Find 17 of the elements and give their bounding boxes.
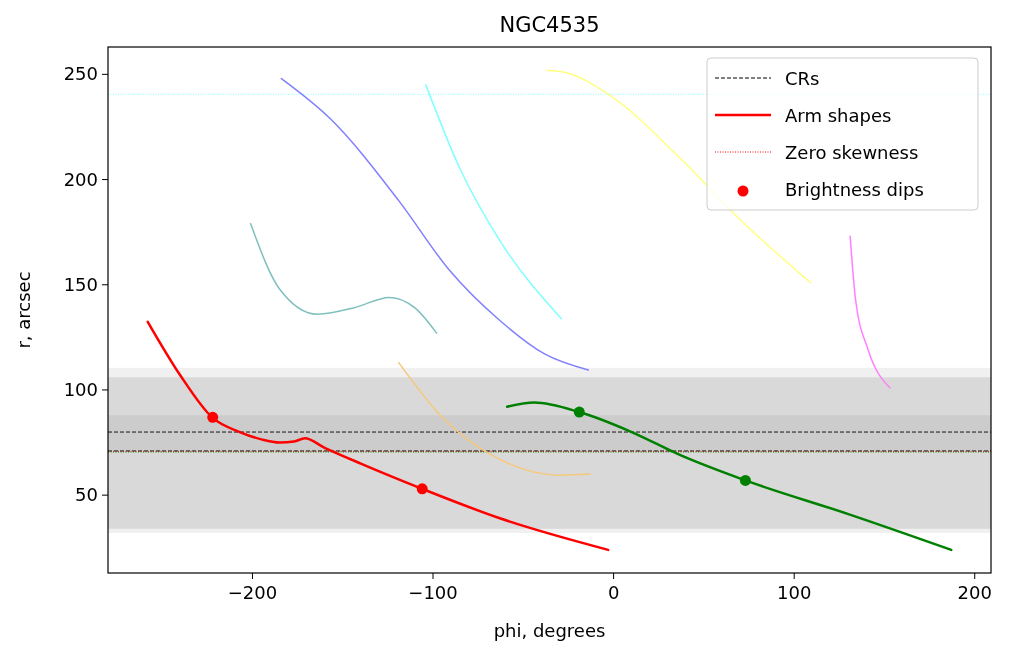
x-tick-label: 100: [777, 582, 812, 603]
chart-title: NGC4535: [499, 13, 600, 37]
y-tick-label: 100: [63, 378, 98, 400]
y-tick-label: 50: [75, 484, 98, 506]
y-axis-title: r, arcsec: [13, 271, 34, 349]
legend-label: Zero skewness: [785, 142, 919, 163]
x-axis-title: phi, degrees: [493, 620, 606, 641]
x-tick-label: 200: [957, 582, 992, 603]
x-tick-label: −200: [227, 582, 278, 603]
y-tick-label: 200: [63, 168, 98, 190]
legend-label: Brightness dips: [785, 179, 924, 200]
legend-label: CRs: [785, 68, 820, 89]
y-tick-label: 150: [63, 273, 98, 295]
x-tick-label: −100: [408, 582, 458, 603]
y-tick-label: 250: [63, 63, 98, 85]
x-tick-label: 0: [607, 582, 620, 603]
legend-label: Arm shapes: [785, 105, 892, 126]
